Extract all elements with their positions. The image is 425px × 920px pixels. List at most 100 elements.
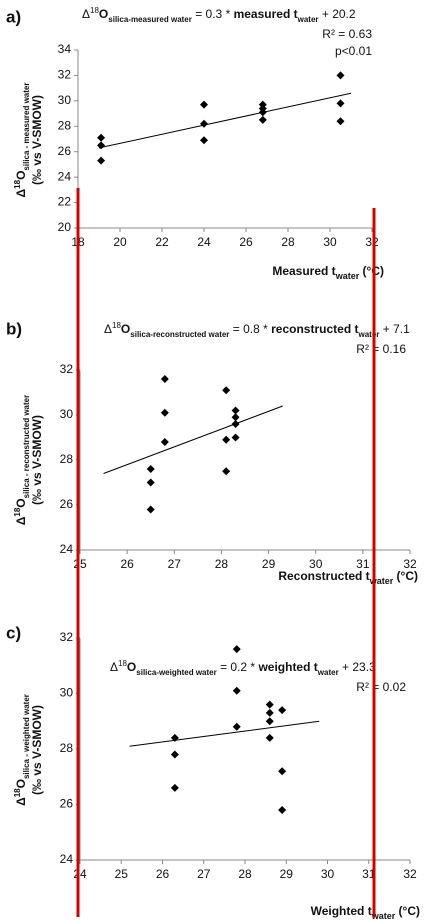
text-part: = 0.2 *: [217, 660, 259, 674]
x-tick-label: 27: [168, 557, 182, 571]
equation: Δ18Osilica-measured water = 0.3 * measur…: [82, 6, 356, 24]
y-tick-label: 28: [60, 452, 74, 466]
text-part: O: [127, 660, 136, 674]
y-axis-label: Δ18Osilica - reconstructed water: [13, 395, 31, 525]
data-point: [232, 686, 241, 695]
y-tick-label: 32: [60, 362, 74, 376]
x-tick-label: 27: [197, 867, 211, 881]
text-part: water: [317, 668, 339, 677]
y-axis-label: (‰ vs V-SMOW): [30, 95, 44, 185]
text-part: 18: [13, 179, 22, 188]
text-part: silica - measured water: [22, 83, 31, 171]
text-part: O: [121, 322, 130, 336]
data-point: [278, 706, 287, 715]
x-axis-label: Reconstructed twater (°C): [278, 569, 418, 586]
x-axis-label: Weighted twater (°C): [311, 904, 420, 920]
text-part: (°C): [359, 264, 384, 278]
panel-label: b): [6, 319, 22, 338]
data-point: [336, 99, 345, 108]
y-axis-label: (‰ vs V-SMOW): [30, 415, 44, 505]
y-tick-label: 24: [60, 542, 74, 556]
r-squared: R² = 0.16: [356, 342, 406, 356]
data-point: [231, 406, 240, 415]
data-point: [336, 71, 345, 80]
data-point: [231, 413, 240, 422]
text-part: (°C): [393, 569, 418, 583]
text-part: Δ: [14, 797, 28, 806]
data-point: [336, 117, 345, 126]
panel-label: a): [6, 7, 21, 26]
data-point: [170, 750, 179, 759]
y-tick-label: 30: [60, 686, 74, 700]
r-squared: R² = 0.02: [356, 680, 406, 694]
y-tick-label: 24: [60, 852, 74, 866]
data-point: [265, 708, 274, 717]
data-point: [265, 700, 274, 709]
data-point: [97, 141, 106, 150]
x-tick-label: 32: [403, 557, 417, 571]
text-part: Δ: [14, 188, 28, 197]
text-part: 18: [13, 507, 22, 516]
data-point: [231, 420, 240, 428]
data-point: [146, 505, 155, 514]
data-point: [97, 133, 106, 142]
text-part: silica - reconstructed water: [22, 395, 31, 499]
panel-label: c): [6, 623, 21, 642]
text-part: Δ: [14, 516, 28, 525]
x-axis-label: Measured twater (°C): [272, 264, 384, 281]
x-tick-label: 31: [356, 557, 370, 571]
x-tick-label: 31: [362, 867, 376, 881]
x-tick-label: 25: [73, 557, 87, 571]
text-part: 18: [112, 321, 121, 330]
x-tick-label: 24: [73, 867, 87, 881]
y-axis-label: Δ18Osilica - weighted water: [13, 694, 31, 806]
data-point: [265, 733, 274, 742]
trend-line: [98, 92, 352, 149]
text-part: = 0.8 *: [229, 322, 271, 336]
x-tick-label: 28: [238, 867, 252, 881]
text-part: water: [297, 15, 319, 24]
x-tick-label: 26: [120, 557, 134, 571]
data-point: [222, 467, 231, 476]
text-part: silica-reconstructed water: [130, 330, 229, 339]
data-point: [278, 806, 287, 815]
text-part: 18: [90, 6, 99, 15]
text-part: Δ: [82, 7, 90, 21]
text-part: weighted t: [257, 660, 317, 674]
r-squared: R² = 0.63: [322, 27, 372, 41]
text-part: + 20.2: [319, 7, 356, 21]
data-point: [200, 136, 208, 145]
y-tick-label: 22: [58, 195, 72, 209]
text-part: + 23.3: [339, 660, 376, 674]
data-point: [258, 115, 267, 124]
y-axis-label: Δ18Osilica - measured water: [13, 83, 31, 198]
text-part: water: [371, 911, 396, 920]
text-part: measured t: [234, 7, 298, 21]
y-tick-label: 24: [58, 169, 72, 183]
text-part: Δ: [104, 322, 112, 336]
y-tick-label: 20: [58, 220, 72, 234]
data-point: [170, 783, 179, 792]
x-tick-label: 20: [113, 235, 127, 249]
x-tick-label: 22: [155, 235, 169, 249]
y-tick-label: 30: [58, 93, 72, 107]
data-point: [160, 438, 169, 446]
x-tick-label: 30: [321, 867, 335, 881]
y-tick-label: 28: [60, 741, 74, 755]
data-point: [232, 722, 241, 731]
x-tick-label: 26: [156, 867, 170, 881]
text-part: silica-measured water: [108, 15, 192, 24]
y-tick-label: 26: [58, 144, 72, 158]
x-tick-label: 26: [239, 235, 253, 249]
data-point: [146, 465, 155, 473]
p-value: p<0.01: [335, 44, 372, 58]
x-tick-label: 24: [197, 235, 211, 249]
text-part: water: [335, 271, 360, 281]
y-tick-label: 32: [58, 68, 72, 82]
y-tick-label: 28: [58, 118, 72, 132]
text-part: O: [14, 779, 28, 788]
text-part: Δ: [110, 660, 118, 674]
data-point: [170, 733, 179, 742]
data-point: [222, 435, 231, 444]
